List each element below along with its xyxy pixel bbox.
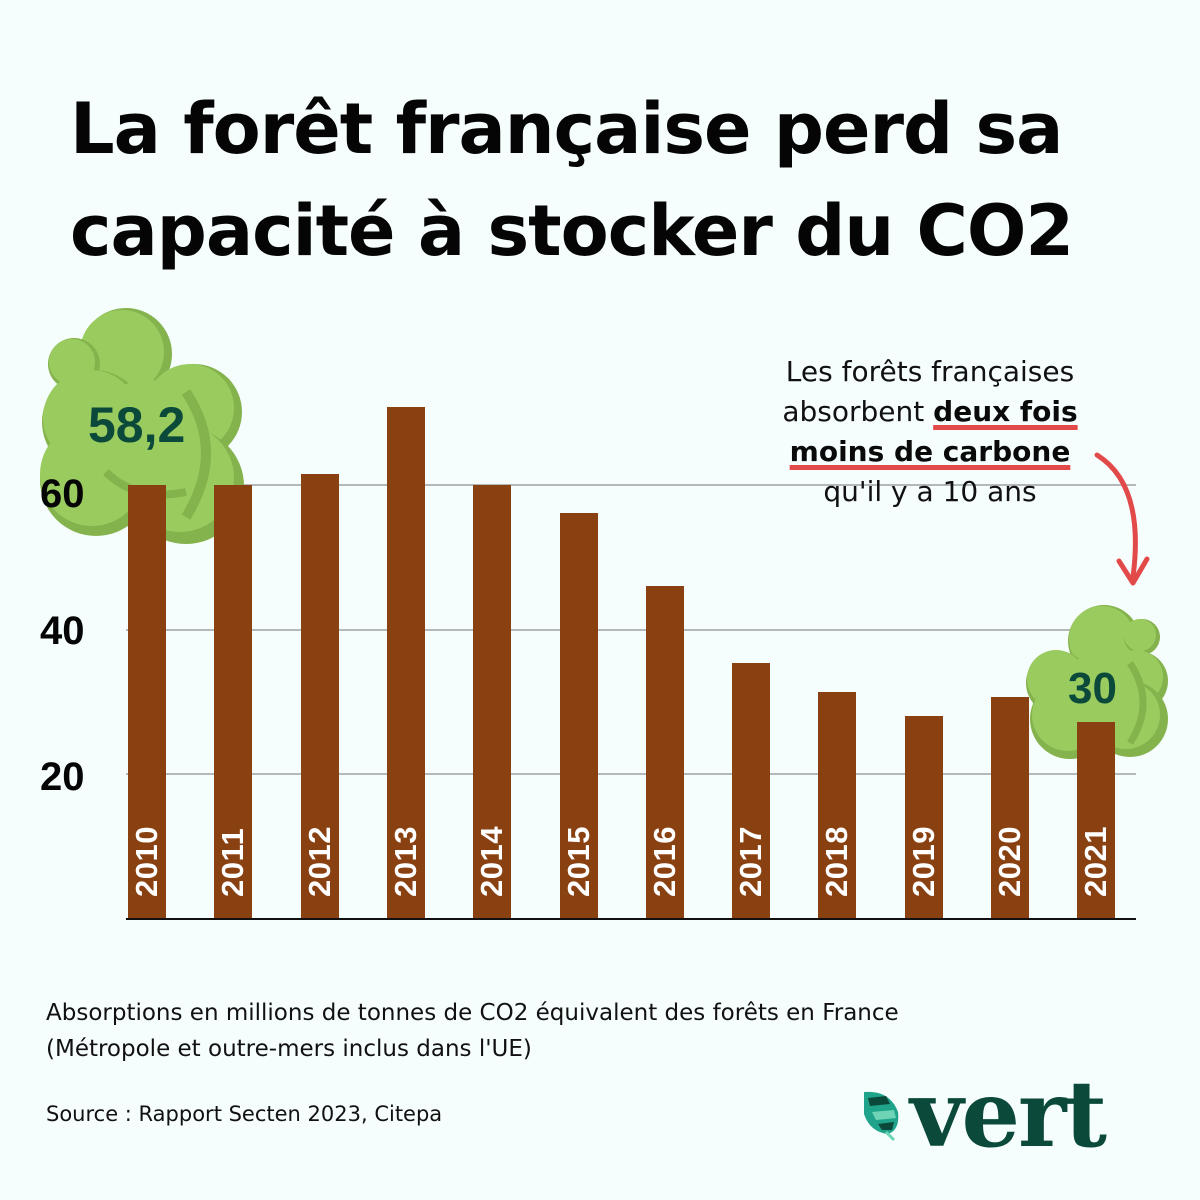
page-title: La forêt française perd sa capacité à st… xyxy=(70,78,1170,282)
caption-line-2: (Métropole et outre-mers inclus dans l'U… xyxy=(46,1036,532,1062)
bar-2019: 2019 xyxy=(904,716,943,919)
bar-year-label: 2017 xyxy=(733,826,769,897)
bar-year-label: 2015 xyxy=(560,826,596,897)
caption-line-1: Absorptions en millions de tonnes de CO2… xyxy=(46,1000,899,1026)
title-line-2: capacité à stocker du CO2 xyxy=(70,190,1074,272)
bar-year-label: 2014 xyxy=(474,826,510,897)
bar-year-label: 2016 xyxy=(646,826,682,897)
y-tick-60: 60 xyxy=(40,472,85,516)
gridline-60 xyxy=(126,484,1136,486)
bar-2010: 2010 xyxy=(128,484,166,919)
annotation-line-1: Les forêts françaises xyxy=(785,355,1075,388)
brand-logo: vert xyxy=(860,1060,1107,1168)
tree-illustration-left xyxy=(36,302,246,552)
bar-year-label: 2021 xyxy=(1078,826,1114,897)
tree-icon xyxy=(40,308,244,544)
source-text: Source : Rapport Secten 2023, Citepa xyxy=(46,1102,443,1126)
bar-year-label: 2013 xyxy=(387,826,423,897)
annotation-highlight-1: deux fois xyxy=(933,395,1078,428)
bar-2020: 2020 xyxy=(991,697,1029,919)
bar-2018: 2018 xyxy=(818,692,857,919)
bar-2012: 2012 xyxy=(300,473,339,919)
tree-icon xyxy=(1026,605,1168,759)
title-line-1: La forêt française perd sa xyxy=(70,88,1063,170)
gridline-20 xyxy=(126,773,1136,775)
annotation-line-2: absorbent deux fois xyxy=(735,392,1125,432)
bar-2017: 2017 xyxy=(732,663,771,919)
tree-illustration-right xyxy=(1026,603,1171,763)
bar-year-label: 2019 xyxy=(905,826,941,897)
bar-year-label: 2020 xyxy=(992,826,1027,897)
value-callout-2010: 58,2 xyxy=(88,397,186,453)
bar-year-label: 2018 xyxy=(819,826,855,897)
chart-caption: Absorptions en millions de tonnes de CO2… xyxy=(46,995,1186,1067)
annotation-text: Les forêts françaises absorbent deux foi… xyxy=(735,352,1125,512)
bar-2013: 2013 xyxy=(386,407,425,919)
bar-2015: 2015 xyxy=(559,513,598,919)
annotation-line-2-plain: absorbent xyxy=(782,395,934,428)
annotation-line-3: moins de carbone xyxy=(735,432,1125,472)
y-tick-20: 20 xyxy=(40,755,85,799)
bar-2021: 2021 xyxy=(1077,721,1116,919)
x-axis-line xyxy=(126,918,1136,920)
bar-year-label: 2012 xyxy=(301,826,337,897)
annotation-line-4: qu'il y a 10 ans xyxy=(823,475,1037,508)
bar-2016: 2016 xyxy=(645,586,684,919)
bar-2011: 2011 xyxy=(214,484,253,919)
y-tick-40: 40 xyxy=(40,609,85,653)
value-callout-2021: 30 xyxy=(1068,664,1117,713)
bar-year-label: 2011 xyxy=(215,827,251,897)
annotation-highlight-2: moins de carbone xyxy=(789,435,1071,468)
bar-2014: 2014 xyxy=(473,484,512,919)
brand-name: vert xyxy=(910,1060,1107,1168)
curved-arrow-icon xyxy=(1085,445,1155,599)
gridline-40 xyxy=(126,629,1136,631)
bar-year-label: 2010 xyxy=(129,826,164,897)
bar-chart: 60 40 20 2010 2011 2012 2013 2014 2015 2016 201… xyxy=(36,302,1171,920)
leaf-icon xyxy=(864,1091,899,1142)
